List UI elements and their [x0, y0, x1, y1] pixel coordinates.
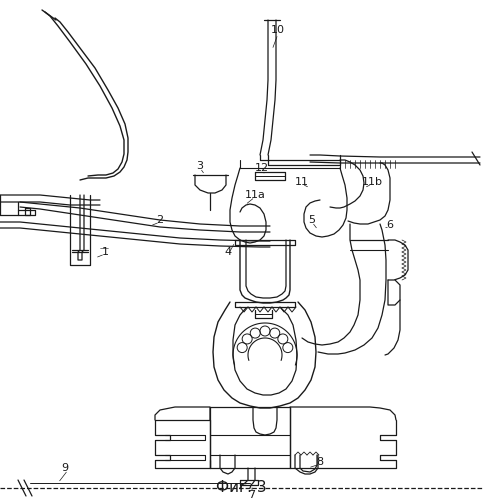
Text: 4: 4: [225, 247, 231, 257]
Text: Фиг. 3: Фиг. 3: [216, 480, 266, 496]
Text: 11a: 11a: [244, 190, 266, 200]
Text: 6: 6: [386, 220, 394, 230]
Text: 5: 5: [309, 215, 315, 225]
Text: 1: 1: [101, 247, 109, 257]
Text: 11b: 11b: [361, 177, 383, 187]
Text: 7: 7: [248, 490, 256, 500]
Text: 8: 8: [316, 457, 324, 467]
Text: 10: 10: [271, 25, 285, 35]
Text: 12: 12: [255, 163, 269, 173]
Text: 3: 3: [197, 161, 203, 171]
Text: 9: 9: [61, 463, 69, 473]
Text: 11: 11: [295, 177, 309, 187]
Text: 2: 2: [156, 215, 164, 225]
